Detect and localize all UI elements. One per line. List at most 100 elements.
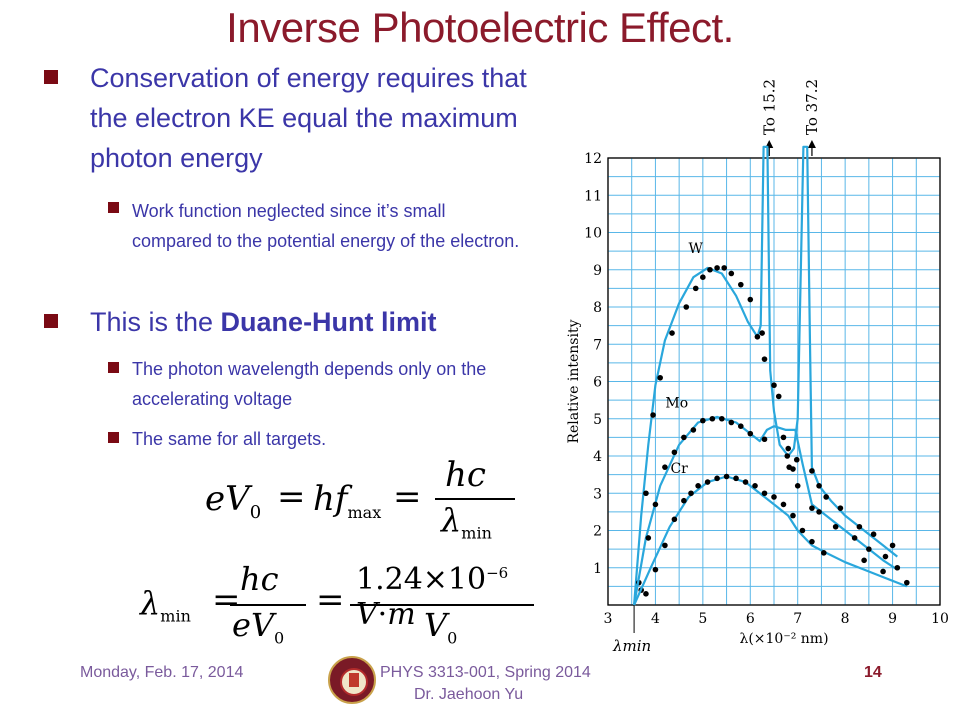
x-tick-label: 8 bbox=[841, 611, 850, 627]
y-tick-label: 4 bbox=[593, 449, 602, 465]
data-point-w bbox=[759, 330, 765, 336]
data-point-cr bbox=[704, 479, 711, 485]
data-point-w bbox=[738, 281, 744, 288]
footer-date: Monday, Feb. 17, 2014 bbox=[80, 664, 244, 681]
equation-energy: eV0 = hfmax = hc λmin bbox=[205, 455, 515, 545]
data-point-cr bbox=[723, 473, 730, 480]
data-point-w bbox=[707, 266, 713, 273]
data-point-mo bbox=[866, 546, 872, 552]
data-point-mo bbox=[738, 423, 744, 430]
data-point-w bbox=[790, 466, 796, 472]
data-point-mo bbox=[785, 445, 792, 452]
data-point-cr bbox=[681, 497, 687, 504]
data-point-w bbox=[669, 330, 675, 336]
data-point-w bbox=[683, 304, 690, 310]
data-point-cr bbox=[688, 490, 694, 497]
data-point-w bbox=[856, 523, 863, 530]
series-label-cr: Cr bbox=[670, 461, 688, 477]
data-point-w bbox=[657, 374, 663, 381]
bullet-square-icon bbox=[44, 70, 58, 84]
data-point-cr bbox=[780, 501, 787, 508]
data-point-mo bbox=[671, 449, 678, 456]
data-point-w bbox=[784, 453, 791, 459]
data-point-mo bbox=[652, 501, 659, 508]
data-point-mo bbox=[645, 535, 652, 541]
data-point-w bbox=[714, 265, 720, 271]
data-point-mo bbox=[832, 523, 839, 530]
data-point-mo bbox=[794, 483, 801, 489]
bullet-square-icon bbox=[108, 202, 119, 213]
data-point-cr bbox=[761, 490, 768, 497]
slide-title: Inverse Photoelectric Effect. bbox=[226, 4, 734, 51]
x-tick-label: 5 bbox=[698, 611, 707, 627]
bullet-square-icon bbox=[108, 362, 119, 373]
y-tick-label: 5 bbox=[593, 412, 602, 428]
data-point-mo bbox=[761, 436, 768, 443]
y-axis-label: Relative intensity bbox=[566, 319, 582, 443]
data-point-cr bbox=[771, 494, 777, 500]
data-point-cr bbox=[742, 479, 749, 485]
data-point-mo bbox=[709, 415, 716, 422]
y-tick-label: 6 bbox=[593, 375, 602, 391]
x-axis-label: λ(×10⁻² nm) bbox=[739, 631, 828, 647]
duane-hunt-limit-term: Duane-Hunt limit bbox=[220, 307, 437, 337]
data-point-mo bbox=[747, 430, 754, 437]
data-point-cr bbox=[652, 566, 659, 573]
data-point-w bbox=[650, 412, 656, 418]
y-tick-label: 9 bbox=[593, 263, 602, 279]
data-point-w bbox=[793, 456, 800, 463]
annotation-label: To 37.2 bbox=[803, 79, 821, 135]
data-point-cr bbox=[733, 475, 739, 482]
x-tick-label: 10 bbox=[931, 611, 949, 627]
y-tick-label: 7 bbox=[593, 337, 602, 353]
data-point-cr bbox=[861, 557, 867, 564]
y-tick-label: 11 bbox=[584, 188, 602, 204]
footer-instructor: Dr. Jaehoon Yu bbox=[414, 686, 524, 703]
bullet-conservation: Conservation of energy requires that the… bbox=[90, 63, 527, 173]
data-point-w bbox=[643, 490, 649, 497]
data-point-w bbox=[823, 494, 829, 500]
data-point-w bbox=[816, 483, 822, 489]
data-point-mo bbox=[809, 505, 815, 511]
equation-wavelength: λmin = hc eV0 = 1.24×10−6 V·m V0 bbox=[140, 560, 540, 650]
data-point-cr bbox=[904, 579, 910, 586]
sub-bullet-same-targets: The same for all targets. bbox=[132, 429, 327, 449]
data-point-mo bbox=[719, 415, 725, 422]
data-point-w bbox=[870, 531, 877, 538]
data-point-w bbox=[771, 382, 777, 389]
data-point-w bbox=[761, 356, 768, 362]
data-point-cr bbox=[671, 516, 678, 523]
data-point-cr bbox=[880, 568, 886, 575]
data-point-w bbox=[728, 270, 735, 277]
y-tick-label: 2 bbox=[593, 524, 602, 540]
data-point-mo bbox=[728, 419, 735, 426]
y-tick-label: 12 bbox=[584, 151, 602, 167]
x-tick-label: 7 bbox=[793, 611, 802, 627]
series-line-cr bbox=[633, 475, 908, 606]
bullet-duane-hunt: This is the Duane-Hunt limit bbox=[90, 302, 540, 342]
sub-bullet-work-function: Work function neglected since it’s small… bbox=[132, 201, 520, 251]
bullet-square-icon bbox=[108, 432, 119, 443]
x-tick-label: 3 bbox=[604, 611, 613, 627]
x-tick-label: 4 bbox=[651, 611, 660, 627]
data-point-mo bbox=[816, 509, 822, 515]
data-point-cr bbox=[790, 512, 796, 519]
data-point-w bbox=[754, 334, 761, 340]
bullet-square-icon bbox=[44, 314, 58, 328]
y-tick-label: 10 bbox=[584, 226, 602, 242]
series-label-mo: Mo bbox=[665, 396, 688, 412]
data-point-mo bbox=[681, 434, 687, 441]
series-line-mo bbox=[633, 415, 898, 606]
y-tick-label: 1 bbox=[593, 561, 602, 577]
data-point-w bbox=[780, 434, 787, 441]
y-tick-label: 8 bbox=[593, 300, 602, 316]
x-tick-label: 6 bbox=[746, 611, 755, 627]
data-point-mo bbox=[894, 564, 901, 571]
bullet-duane-hunt-prefix: This is the bbox=[90, 307, 221, 337]
data-point-mo bbox=[662, 464, 668, 470]
page-number: 14 bbox=[864, 664, 882, 681]
sub-bullet-photon-wavelength: The photon wavelength depends only on th… bbox=[132, 359, 487, 409]
data-point-w bbox=[775, 393, 782, 400]
data-point-cr bbox=[643, 591, 649, 597]
